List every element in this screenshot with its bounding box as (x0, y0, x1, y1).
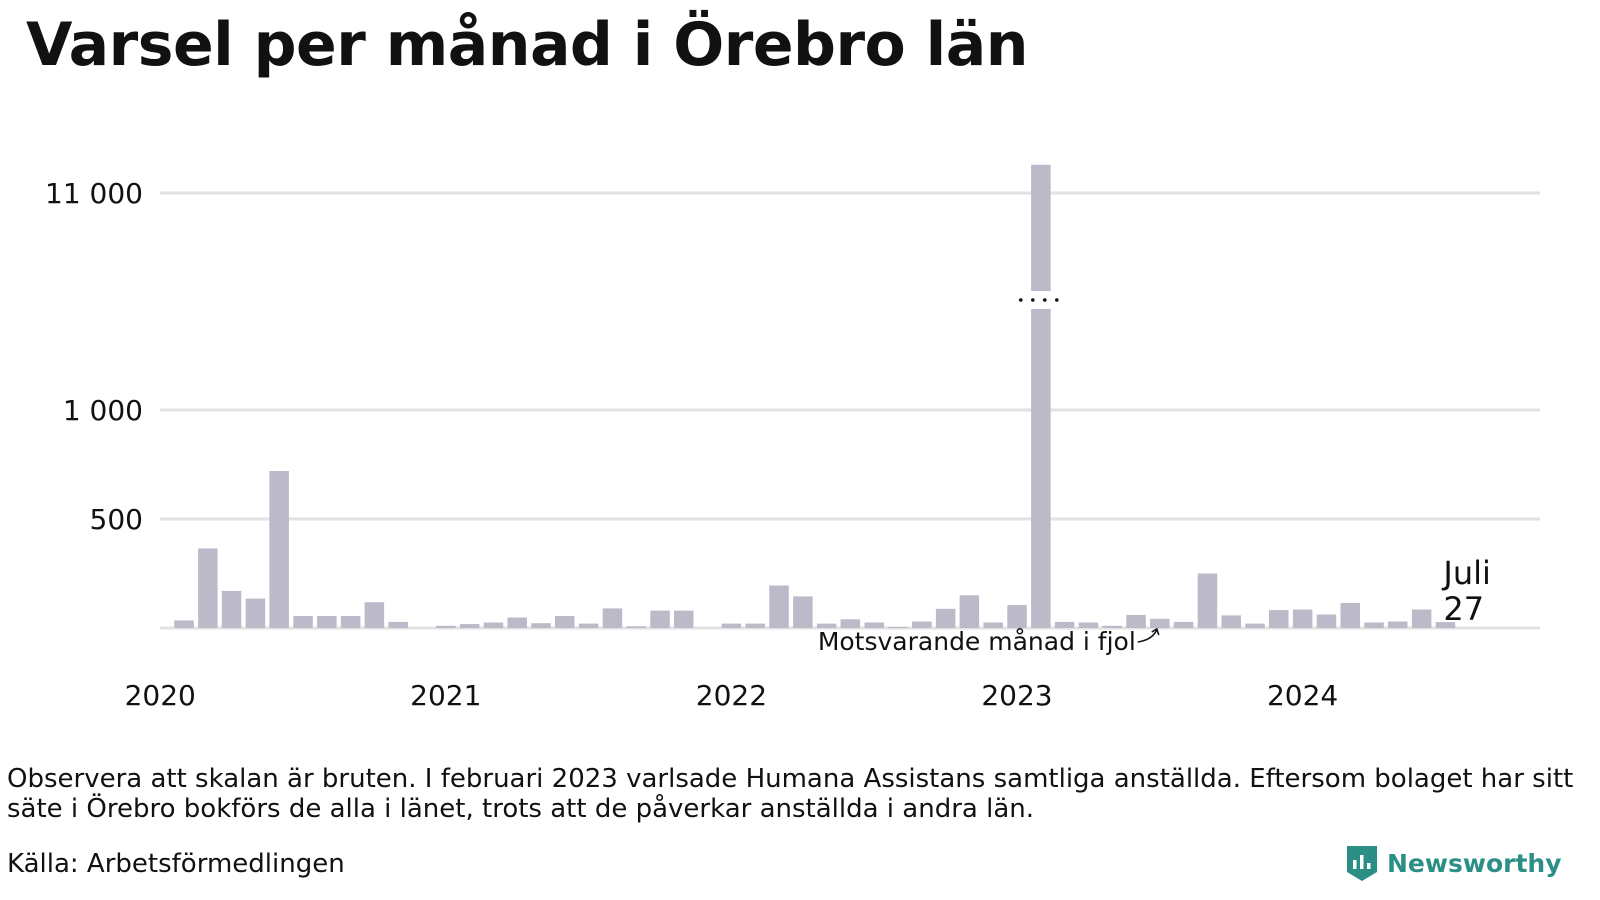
bar (745, 623, 765, 628)
bar (626, 626, 646, 628)
y-tick-label: 500 (90, 503, 143, 536)
chart-note: Observera att skalan är bruten. I februa… (7, 764, 1574, 824)
x-tick-label: 2024 (1267, 679, 1338, 712)
scale-break-dot (1043, 298, 1047, 302)
bar (1316, 614, 1337, 628)
bar (245, 598, 266, 628)
bar (340, 616, 361, 628)
bar-chart-icon (1347, 846, 1377, 881)
bar (674, 610, 694, 628)
current-month-label: Juli (1441, 554, 1491, 592)
brand-name: Newsworthy (1387, 848, 1562, 878)
scale-break-dot (1019, 298, 1023, 302)
current-value-label: 27 (1443, 590, 1484, 628)
bar (1364, 622, 1384, 628)
bar (983, 622, 1003, 628)
scale-break-dot (1031, 298, 1035, 302)
y-tick-label: 1 000 (63, 394, 143, 427)
bar (888, 627, 908, 628)
bar (840, 619, 861, 628)
bar (507, 617, 527, 628)
bar (769, 585, 789, 628)
bar (912, 621, 932, 628)
bars (174, 164, 1456, 629)
bar (1078, 622, 1099, 628)
source-text: Källa: Arbetsförmedlingen (7, 849, 345, 879)
annotation-arrow (1137, 629, 1158, 643)
brand-logo: Newsworthy (1345, 844, 1562, 882)
bar (602, 608, 623, 628)
bar (293, 616, 313, 628)
bar (1102, 625, 1122, 628)
bar (935, 608, 956, 628)
x-tick-label: 2022 (696, 679, 767, 712)
bar (364, 602, 385, 628)
bar (1292, 609, 1313, 628)
chart-title: Varsel per månad i Örebro län (26, 10, 1028, 80)
bar (459, 624, 480, 628)
bar (578, 623, 599, 628)
bar (1150, 618, 1170, 628)
bar (1054, 621, 1075, 628)
bar (816, 623, 837, 628)
x-axis-labels: 2020 2021 2022 2023 2024 (125, 679, 1339, 712)
bar (1031, 164, 1051, 629)
bar (388, 621, 408, 628)
bar (1197, 573, 1218, 628)
bar (531, 623, 551, 628)
bar (555, 616, 575, 628)
bar (1269, 610, 1289, 628)
x-tick-label: 2021 (410, 679, 481, 712)
y-axis-labels: 500 1 000 11 000 (45, 177, 143, 536)
bar (1173, 621, 1194, 628)
bar-chart: 500 1 000 11 000 2020 2021 2022 2023 2024 Juli… (45, 164, 1540, 712)
bar (864, 622, 884, 628)
bar (1007, 605, 1027, 628)
bar (1435, 622, 1456, 628)
bar (1126, 614, 1146, 628)
bar (1340, 602, 1360, 628)
scale-break (1029, 291, 1053, 309)
bar (959, 595, 980, 628)
y-tick-label: 11 000 (45, 177, 143, 210)
bar (436, 625, 456, 628)
annotation-text: Motsvarande månad i fjol (818, 627, 1136, 656)
bar (793, 596, 813, 628)
bar (1388, 621, 1408, 628)
bar (483, 622, 504, 628)
bar (174, 620, 194, 628)
bar (317, 616, 337, 628)
x-tick-label: 2020 (125, 679, 196, 712)
scale-break-dot (1055, 298, 1059, 302)
bar (198, 548, 218, 628)
annotation-arrowhead (1151, 627, 1160, 636)
bar (1245, 623, 1265, 628)
bar (721, 623, 742, 628)
bar (1411, 609, 1432, 628)
bar (650, 610, 670, 628)
bar (269, 471, 289, 628)
bar (1221, 615, 1241, 628)
x-tick-label: 2023 (981, 679, 1052, 712)
gridlines (160, 191, 1540, 630)
bar (221, 590, 242, 628)
